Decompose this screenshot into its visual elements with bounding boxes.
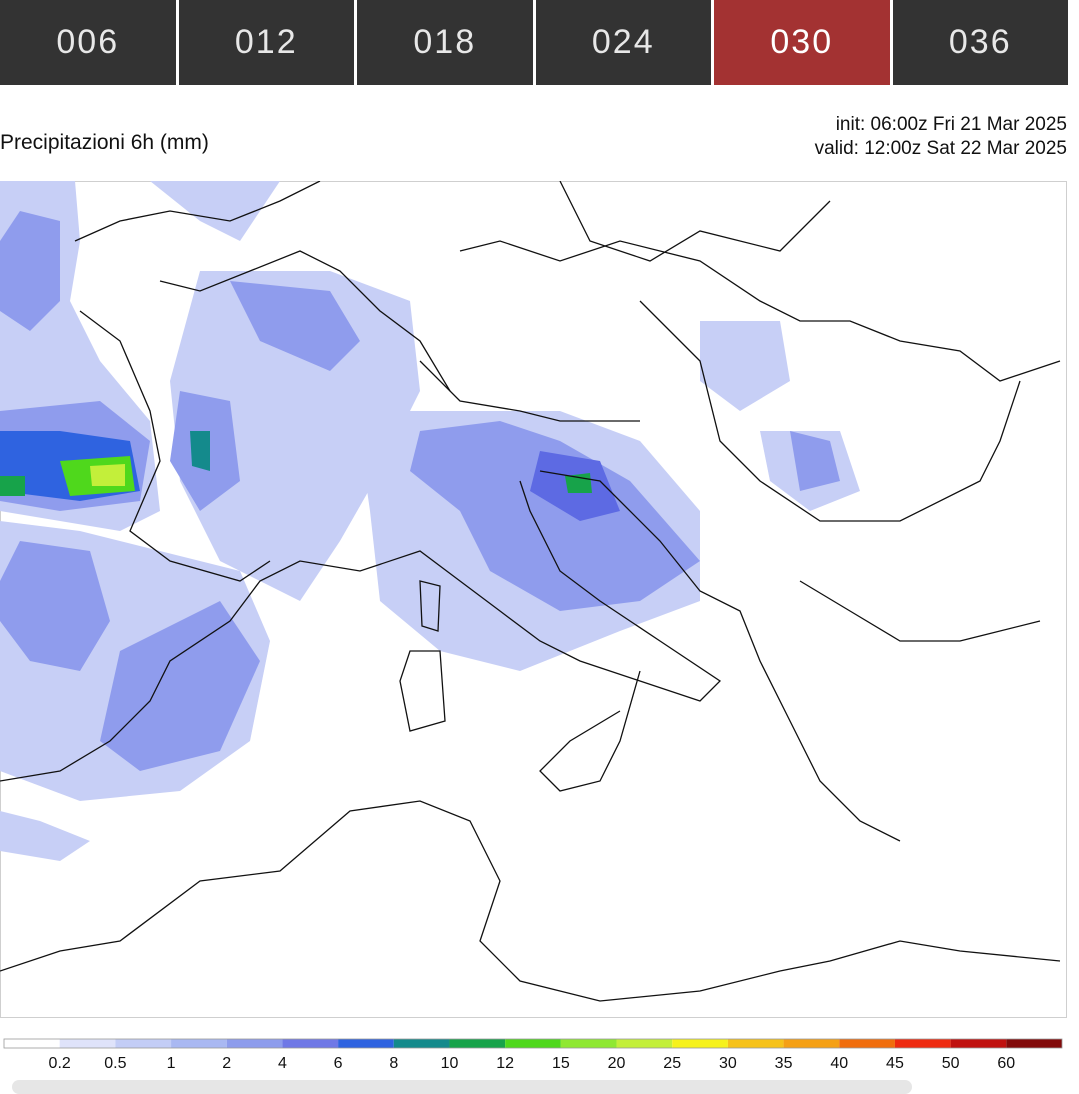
color-swatch: [449, 1039, 506, 1048]
color-swatch: [171, 1039, 227, 1048]
precip-field: [0, 181, 860, 861]
color-scale-label: 0.5: [104, 1055, 126, 1072]
color-swatch: [4, 1039, 60, 1048]
color-scale-label: 45: [886, 1055, 904, 1072]
forecast-step-tab[interactable]: 036: [892, 0, 1068, 85]
color-scale-label: 0.2: [49, 1055, 71, 1072]
color-scale-label: 40: [830, 1055, 848, 1072]
color-swatch: [115, 1039, 172, 1048]
forecast-step-tab[interactable]: 006: [0, 0, 176, 85]
color-scale-frame: [3, 1038, 1063, 1049]
color-scale-label: 35: [775, 1055, 793, 1072]
bottom-handle: [12, 1080, 912, 1094]
color-swatch: [393, 1039, 450, 1048]
color-scale-label: 50: [942, 1055, 960, 1072]
color-scale-label: 8: [389, 1055, 398, 1072]
forecast-step-tab[interactable]: 030: [714, 0, 890, 85]
color-swatch: [894, 1039, 951, 1048]
color-swatch: [505, 1039, 561, 1048]
init-time: init: 06:00z Fri 21 Mar 2025: [835, 114, 1067, 135]
color-swatch: [616, 1039, 673, 1048]
color-scale-label: 10: [441, 1055, 459, 1072]
color-scale-label: 15: [552, 1055, 570, 1072]
color-scale: 0.2 0.5 1 2 4 6 8 10 12 15 20 25 30 35 40 45 50 60: [3, 1038, 1063, 1072]
color-swatch: [783, 1039, 840, 1048]
color-scale-label: 4: [278, 1055, 287, 1072]
color-scale-label: 12: [496, 1055, 514, 1072]
forecast-step-tab[interactable]: 012: [178, 0, 354, 85]
color-swatch: [727, 1039, 784, 1048]
color-scale-label: 6: [334, 1055, 343, 1072]
coastlines-borders: [0, 181, 1061, 1002]
color-swatch: [226, 1039, 283, 1048]
color-swatch: [59, 1039, 116, 1048]
run-times: init: 06:00z Fri 21 Mar 2025 valid: 12:0…: [815, 113, 1067, 161]
color-scale-label: 60: [997, 1055, 1015, 1072]
color-swatch: [338, 1039, 394, 1048]
color-scale-label: 30: [719, 1055, 737, 1072]
color-scale-label: 25: [663, 1055, 681, 1072]
color-scale-label: 20: [608, 1055, 626, 1072]
color-scale-label: 1: [167, 1055, 176, 1072]
color-swatch: [839, 1039, 895, 1048]
color-swatch: [282, 1039, 339, 1048]
color-swatch: [1006, 1039, 1062, 1048]
map-title: Precipitazioni 6h (mm): [0, 131, 209, 154]
forecast-step-tab[interactable]: 018: [357, 0, 533, 85]
precipitation-map: [0, 181, 1067, 1018]
valid-time: valid: 12:00z Sat 22 Mar 2025: [814, 138, 1067, 159]
forecast-step-tab[interactable]: 024: [535, 0, 711, 85]
tab-bar: 006 012 018 024 030 036: [0, 0, 1068, 85]
color-scale-label: 2: [222, 1055, 231, 1072]
color-swatch: [672, 1039, 728, 1048]
color-swatch: [560, 1039, 617, 1048]
color-swatch: [950, 1039, 1007, 1048]
